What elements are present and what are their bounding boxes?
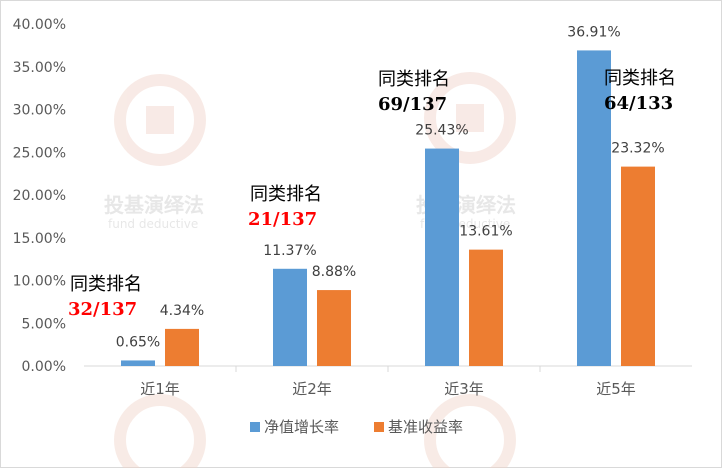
y-tick-label: 35.00% (13, 60, 66, 76)
bar-nav-growth (577, 50, 611, 367)
x-tick-label: 近3年 (444, 380, 484, 398)
legend-swatch (250, 422, 260, 432)
y-tick-label: 40.00% (13, 17, 66, 33)
data-label: 25.43% (415, 123, 468, 139)
rank-title: 同类排名 (250, 184, 322, 205)
rank-title: 同类排名 (378, 69, 450, 90)
legend-swatch (374, 422, 384, 432)
y-tick-label: 5.00% (22, 316, 66, 332)
legend-label: 基准收益率 (388, 418, 463, 436)
y-tick-label: 25.00% (13, 145, 66, 161)
rank-title: 同类排名 (604, 68, 676, 89)
rank-value: 69/137 (378, 94, 447, 115)
data-label: 36.91% (567, 24, 620, 40)
y-tick-label: 0.00% (22, 359, 66, 375)
legend-label: 净值增长率 (264, 418, 339, 436)
data-label: 8.88% (312, 264, 356, 280)
y-tick-label: 15.00% (13, 231, 66, 247)
data-label: 0.65% (116, 334, 160, 350)
data-label: 23.32% (611, 141, 664, 157)
data-label: 4.34% (160, 303, 204, 319)
bar-benchmark (165, 328, 199, 366)
bar-benchmark (621, 166, 655, 366)
watermark-title: 投基演绎法 (104, 193, 204, 217)
bar-nav-growth (273, 268, 307, 366)
bar-nav-growth (121, 360, 155, 366)
bar-benchmark (469, 249, 503, 366)
y-tick-label: 10.00% (13, 274, 66, 290)
rank-value: 21/137 (248, 209, 317, 230)
rank-title: 同类排名 (70, 274, 142, 295)
data-label: 11.37% (263, 243, 316, 259)
data-label: 13.61% (459, 224, 512, 240)
watermark-logo (114, 72, 516, 468)
x-tick-label: 近5年 (596, 380, 636, 398)
rank-value: 64/133 (604, 93, 673, 114)
x-tick-label: 近1年 (140, 380, 180, 398)
y-tick-label: 30.00% (13, 103, 66, 119)
rank-value: 32/137 (68, 299, 137, 320)
bar-nav-growth (425, 148, 459, 366)
watermark-subtitle: fund deductive (108, 217, 198, 231)
y-tick-label: 20.00% (13, 188, 66, 204)
x-tick-label: 近2年 (292, 380, 332, 398)
bar-benchmark (317, 290, 351, 366)
